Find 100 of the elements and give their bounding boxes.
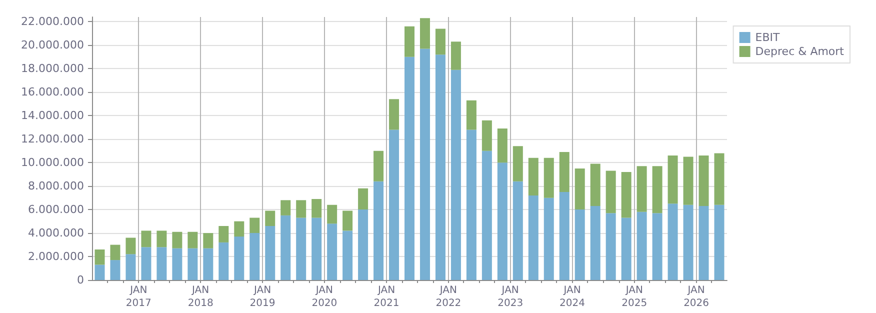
x-tick-label: JAN 2023 [498,285,524,309]
bar [435,28,446,55]
bar [435,54,446,280]
x-tick-label: JAN 2021 [374,285,400,309]
bar [296,218,306,280]
bar [590,164,600,206]
x-tick-label: JAN 2022 [436,285,462,309]
bar [389,99,400,130]
bar [636,166,647,212]
bar [420,18,430,49]
bar [126,238,136,254]
bar [683,156,694,205]
bar [528,158,538,196]
x-tick-label: JAN 2018 [188,285,214,309]
bar [94,264,105,280]
bar [590,206,600,280]
bar [683,204,694,280]
bar [652,213,662,280]
bar [497,128,508,163]
bar [250,218,260,234]
bar [265,210,276,226]
legend-label: Deprec & Amort [755,45,845,58]
bar [636,212,647,280]
bar [203,233,214,248]
y-tick-label: 6.000.000 [28,203,84,216]
bar [420,48,430,280]
bar [606,170,616,214]
bar [141,247,152,280]
bar [450,70,461,280]
y-tick-label: 18.000.000 [21,62,84,76]
x-tick-label: JAN 2017 [126,285,152,309]
bar [188,232,198,248]
bar [404,56,414,280]
bar [110,260,120,280]
y-tick-label: 4.000.000 [28,226,84,240]
bar [265,226,276,280]
bar [482,120,492,151]
bar [621,172,632,218]
bar [559,152,570,192]
bar [342,230,353,280]
bar [466,130,476,280]
bar [668,156,678,204]
bar [497,162,508,280]
bar [94,249,105,265]
y-tick-label: 8.000.000 [28,180,84,193]
bar [559,192,570,280]
bar [512,181,523,280]
y-tick-label: 2.000.000 [28,250,84,264]
y-tick-label: 10.000.000 [21,156,84,170]
bar [342,210,353,231]
bar [404,26,414,57]
bar [327,204,338,224]
bar [296,200,306,218]
bar [218,242,229,280]
bar [218,226,229,242]
bar [528,195,538,280]
bar [250,233,260,280]
bar [606,213,616,280]
bar [358,210,368,280]
bar [234,236,244,280]
bar [621,218,632,280]
bar [126,254,136,280]
bar [358,188,368,210]
bar [698,156,709,206]
y-tick-label: 0 [77,274,84,286]
bar [374,150,384,182]
bar [234,221,244,237]
x-tick-label: JAN 2024 [560,285,586,309]
bar [466,100,476,130]
y-tick-label: 12.000.000 [21,132,84,146]
x-tick-label: JAN 2019 [250,285,276,309]
bar [544,198,554,280]
bar [389,130,400,280]
bar [574,210,585,280]
bar [574,168,585,210]
bar [172,248,182,280]
bar [156,230,167,248]
bar [327,224,338,280]
bar [203,248,214,280]
bar [156,247,167,280]
bar [172,232,182,248]
bar [714,153,724,205]
x-tick-label: JAN 2026 [684,285,710,309]
bar [698,206,709,280]
bar [280,200,291,216]
bar [512,146,523,182]
y-tick-label: 16.000.000 [21,86,84,99]
y-tick-label: 22.000.000 [21,15,84,28]
legend-label: EBIT [755,31,780,44]
x-tick-label: JAN 2020 [312,285,338,309]
bar [668,204,678,280]
bar [280,215,291,280]
y-tick-label: 20.000.000 [21,38,84,52]
bar [188,248,198,280]
bar [374,181,384,280]
bar [482,150,492,280]
bar [652,166,662,214]
bar [110,244,120,260]
x-tick-label: JAN 2025 [622,285,648,309]
y-tick-label: 14.000.000 [21,109,84,122]
